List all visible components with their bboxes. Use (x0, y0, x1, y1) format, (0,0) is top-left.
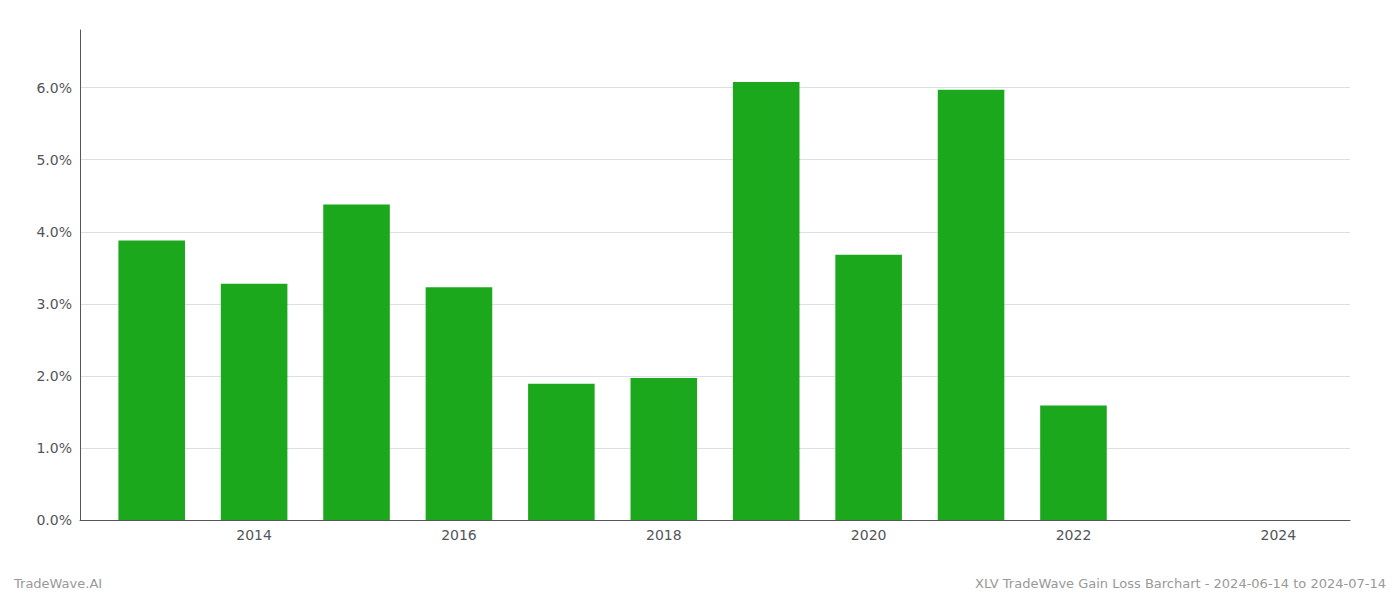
svg-text:XLV TradeWave Gain Loss Barcha: XLV TradeWave Gain Loss Barchart - 2024-… (975, 576, 1386, 591)
svg-text:1.0%: 1.0% (36, 440, 72, 456)
svg-text:2018: 2018 (646, 527, 682, 543)
svg-text:2024: 2024 (1260, 527, 1296, 543)
svg-text:2.0%: 2.0% (36, 368, 72, 384)
svg-text:TradeWave.AI: TradeWave.AI (13, 576, 102, 591)
svg-text:2016: 2016 (441, 527, 477, 543)
svg-text:2020: 2020 (851, 527, 887, 543)
svg-text:3.0%: 3.0% (36, 296, 72, 312)
svg-text:2014: 2014 (236, 527, 272, 543)
svg-text:4.0%: 4.0% (36, 224, 72, 240)
svg-text:5.0%: 5.0% (36, 152, 72, 168)
svg-text:6.0%: 6.0% (36, 80, 72, 96)
svg-text:2022: 2022 (1056, 527, 1092, 543)
svg-text:0.0%: 0.0% (36, 512, 72, 528)
